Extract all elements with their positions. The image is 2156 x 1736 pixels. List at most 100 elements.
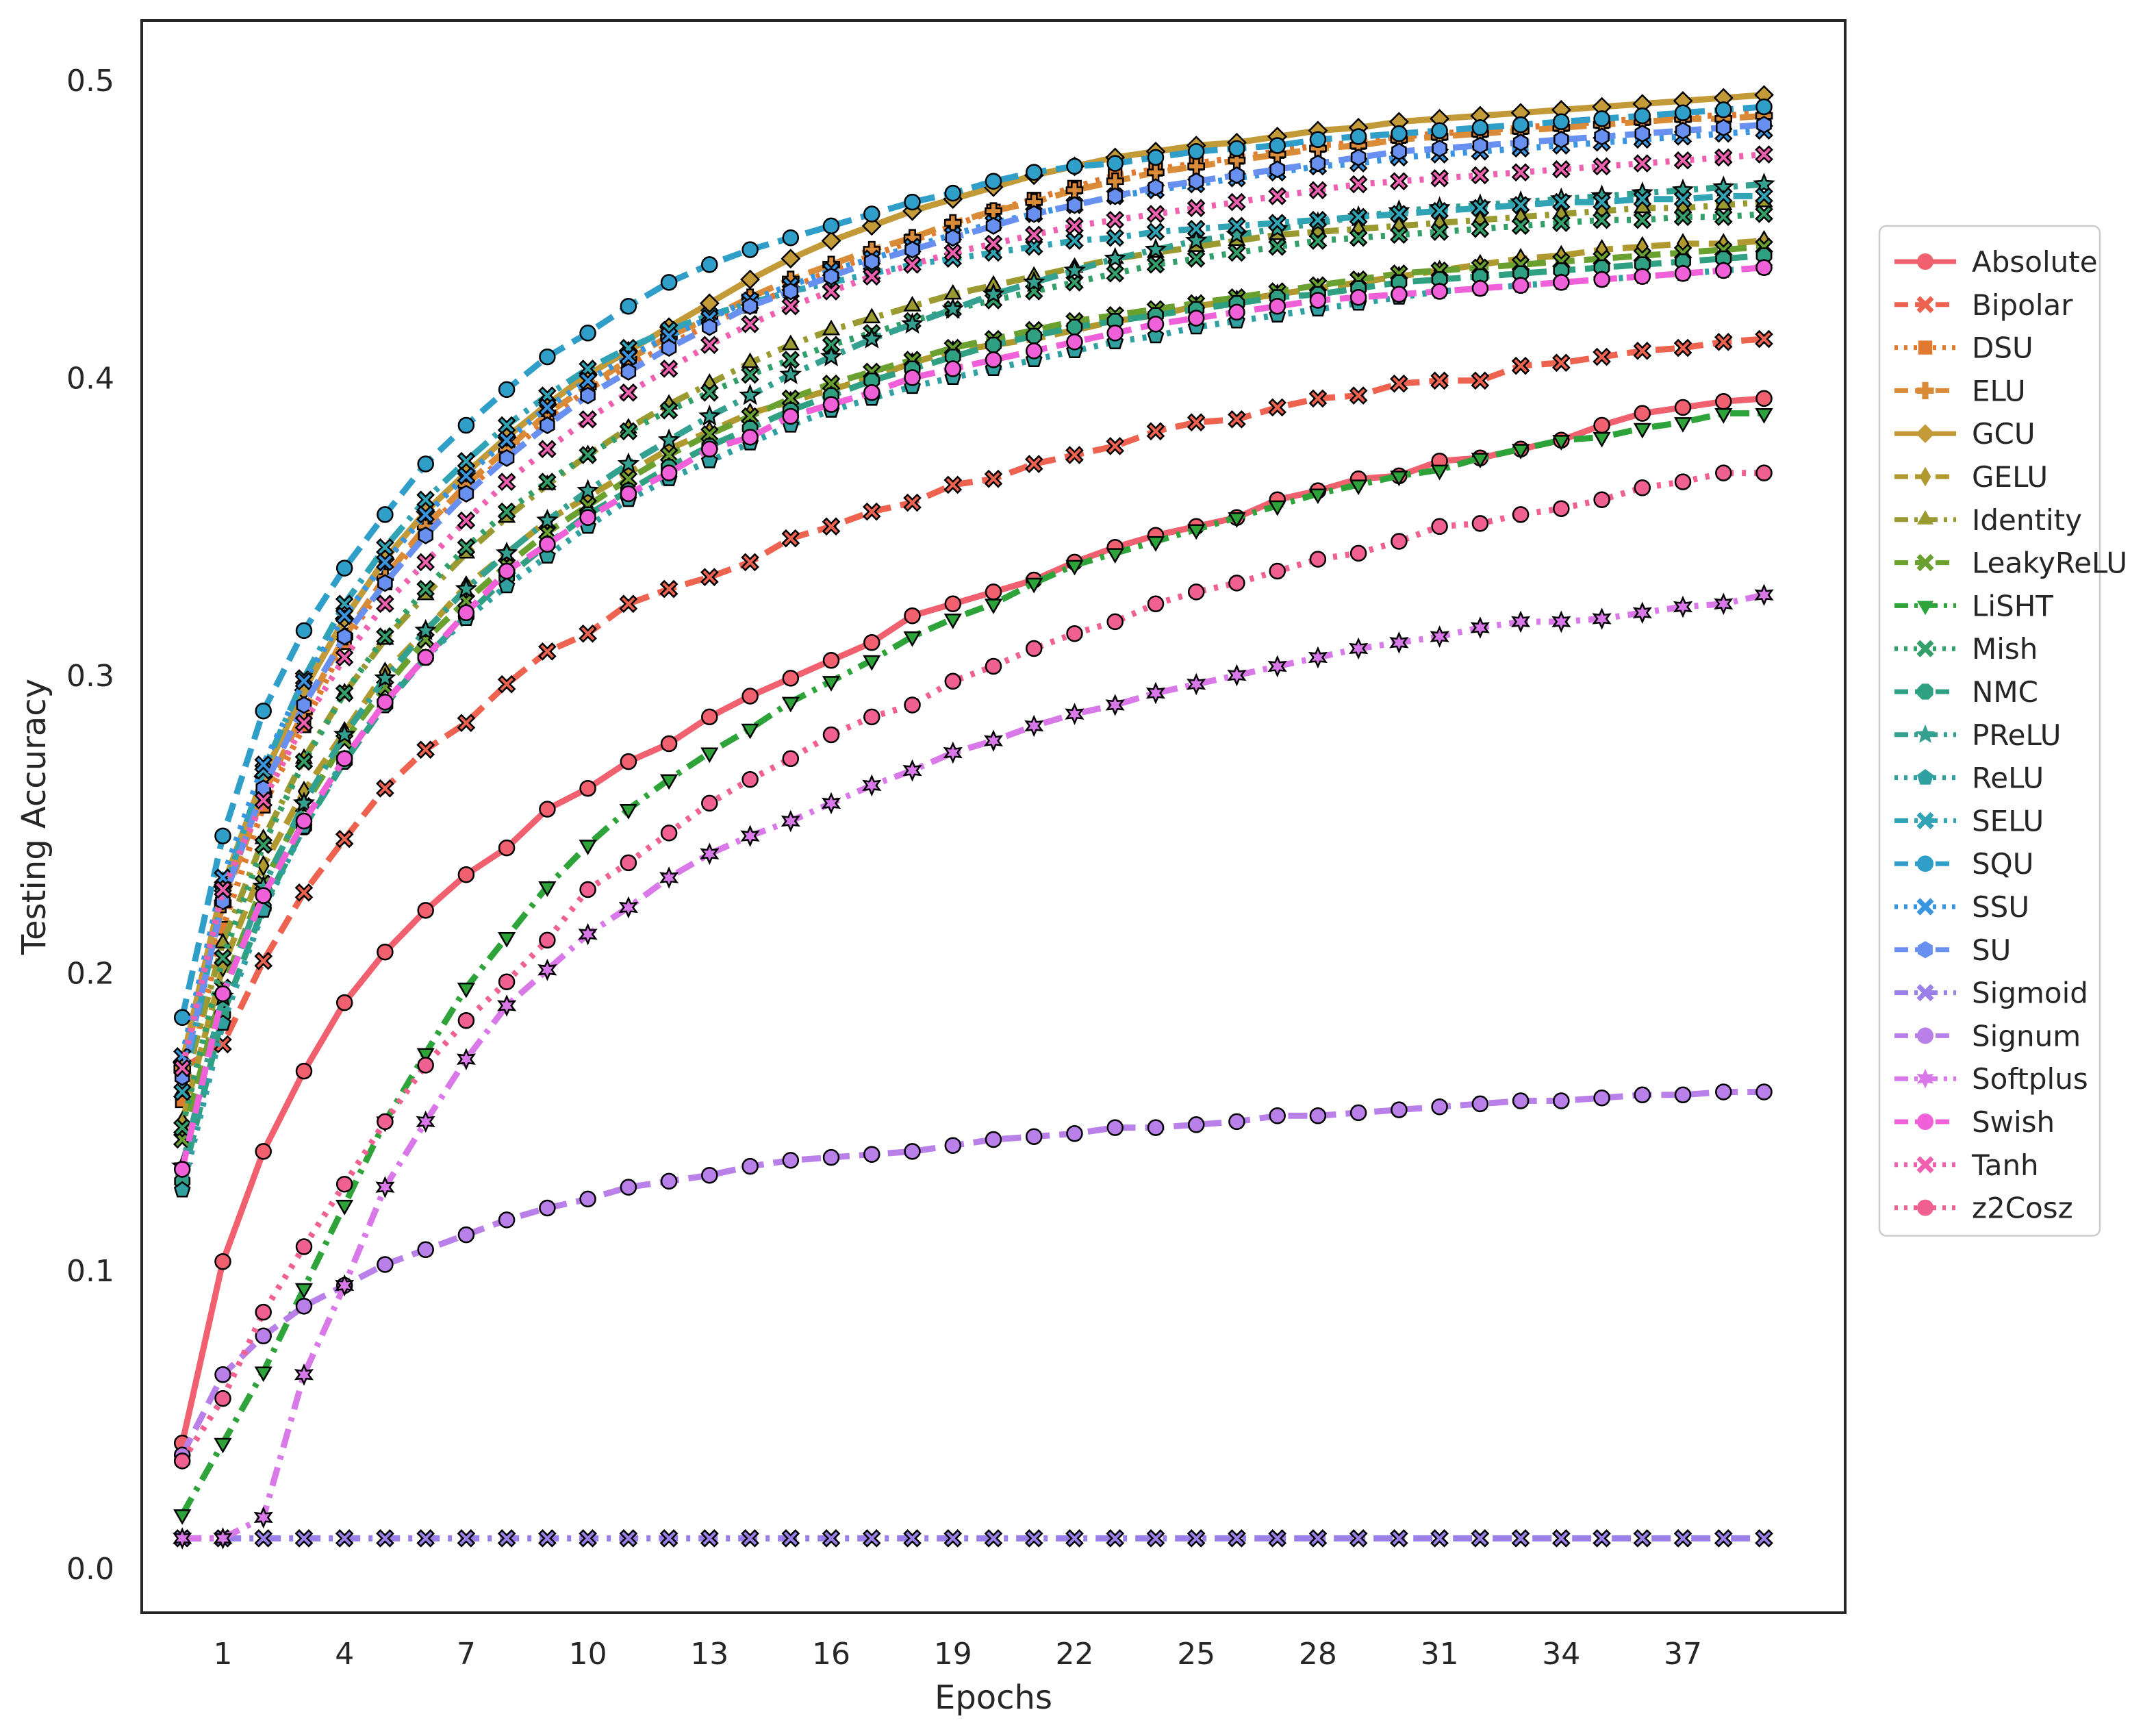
data-point-selu: [1633, 190, 1652, 209]
data-point-tanh: [1065, 216, 1084, 236]
data-point-mish: [1430, 223, 1449, 241]
data-point-z2cosz: [579, 881, 596, 898]
data-point-su: [418, 526, 433, 544]
data-point-squ: [173, 1009, 191, 1027]
data-point-selu: [1471, 199, 1490, 218]
data-point-bipolar: [1593, 347, 1611, 366]
data-point-selu: [376, 538, 394, 557]
data-point-signum: [1471, 1095, 1489, 1113]
x-tick-label: 4: [335, 1637, 354, 1672]
data-point-squ: [1066, 158, 1083, 175]
data-point-signum: [1147, 1119, 1165, 1136]
x-tick-label: 19: [934, 1637, 972, 1672]
data-point-swish: [1066, 334, 1083, 351]
data-point-su: [945, 229, 961, 247]
series-line-ssu: [179, 127, 1764, 1057]
data-point-z2cosz: [944, 672, 962, 690]
data-point-signum: [1228, 1113, 1245, 1131]
data-point-swish: [1228, 303, 1245, 321]
data-point-tanh: [579, 410, 597, 429]
legend-marker-relu: [1917, 769, 1933, 785]
legend-marker-bipolar: [1916, 296, 1934, 314]
x-tick-label: 37: [1664, 1637, 1702, 1672]
data-point-tanh: [1633, 154, 1652, 173]
legend-marker-mish: [1916, 640, 1934, 657]
data-point-gelu: [257, 855, 270, 877]
legend-label-nmc: NMC: [1972, 675, 2038, 709]
data-point-su: [904, 240, 920, 259]
data-point-squ: [1147, 149, 1165, 166]
data-point-signum: [579, 1190, 596, 1208]
series-line-elu: [179, 112, 1764, 1069]
data-point-z2cosz: [822, 726, 840, 744]
data-point-swish: [1674, 265, 1692, 282]
data-point-tanh: [659, 360, 678, 378]
data-point-su: [336, 627, 353, 646]
data-point-z2cosz: [660, 825, 678, 842]
legend-label-su: SU: [1972, 933, 2011, 967]
legend-item-signum: Signum: [1894, 1019, 2081, 1053]
data-point-softplus: [821, 792, 841, 815]
legend-item-softplus: Softplus: [1894, 1062, 2088, 1096]
data-point-tanh: [943, 243, 963, 262]
data-point-prelu: [698, 404, 721, 426]
legend-label-gelu: GELU: [1972, 460, 2048, 494]
data-point-swish: [1471, 279, 1489, 297]
legend-label-leakyrelu: LeakyReLU: [1972, 546, 2127, 580]
x-tick-label: 28: [1299, 1637, 1337, 1672]
data-point-tanh: [1390, 172, 1408, 190]
data-point-tanh: [822, 282, 841, 301]
data-point-tanh: [700, 336, 719, 354]
data-point-ssu: [457, 466, 476, 486]
data-point-lisht: [1228, 512, 1246, 528]
data-point-sigmoid: [376, 1529, 394, 1548]
legend-item-tanh: Tanh: [1894, 1148, 2039, 1182]
series-z2cosz: [173, 464, 1773, 1470]
data-point-squ: [1349, 128, 1367, 145]
data-point-mish: [497, 502, 516, 521]
data-point-z2cosz: [863, 708, 880, 726]
data-point-prelu: [657, 428, 681, 450]
data-point-squ: [1593, 110, 1610, 127]
legend-label-signum: Signum: [1972, 1019, 2081, 1053]
data-point-absolute: [822, 652, 840, 669]
data-point-mish: [457, 538, 476, 557]
data-point-mish: [416, 579, 435, 599]
legend-item-leakyrelu: LeakyReLU: [1894, 546, 2127, 580]
axes: 1 4 7 10 13 16 19 22 25 28 31 34 37 0.0 0.1 0.2 0.3 0.4 0.…: [15, 19, 1847, 1717]
data-point-absolute: [701, 708, 718, 726]
data-point-softplus: [781, 809, 800, 833]
data-point-sigmoid: [1633, 1529, 1652, 1548]
data-point-tanh: [497, 473, 516, 491]
data-point-prelu: [1104, 247, 1127, 268]
data-point-su: [864, 253, 880, 271]
data-point-z2cosz: [377, 1113, 394, 1131]
data-point-softplus: [902, 759, 922, 782]
legend-item-swish: Swish: [1894, 1105, 2055, 1139]
series-line-identity: [179, 199, 1764, 1093]
data-point-su: [296, 696, 312, 714]
data-point-sigmoid: [1146, 1529, 1165, 1548]
data-point-squ: [335, 559, 353, 577]
data-point-ssu: [416, 505, 435, 524]
data-point-lisht: [1025, 577, 1043, 594]
data-point-absolute: [335, 994, 353, 1011]
data-point-z2cosz: [741, 770, 759, 788]
data-point-sigmoid: [781, 1529, 800, 1548]
data-point-lisht: [700, 747, 719, 764]
data-point-z2cosz: [1309, 551, 1327, 568]
data-point-identity: [822, 319, 841, 336]
data-point-nmc: [1026, 327, 1043, 344]
series-line-swish: [179, 264, 1764, 1170]
data-point-lisht: [863, 655, 881, 671]
data-point-z2cosz: [214, 1389, 231, 1407]
data-point-tanh: [903, 255, 922, 274]
legend-label-bipolar: Bipolar: [1972, 288, 2073, 322]
data-point-selu: [1552, 192, 1571, 212]
data-point-swish: [335, 750, 353, 768]
data-point-su: [1026, 205, 1042, 223]
data-point-softplus: [943, 741, 963, 764]
data-point-softplus: [497, 994, 517, 1017]
data-point-selu: [1593, 192, 1611, 212]
series-line-tanh: [179, 151, 1764, 1069]
